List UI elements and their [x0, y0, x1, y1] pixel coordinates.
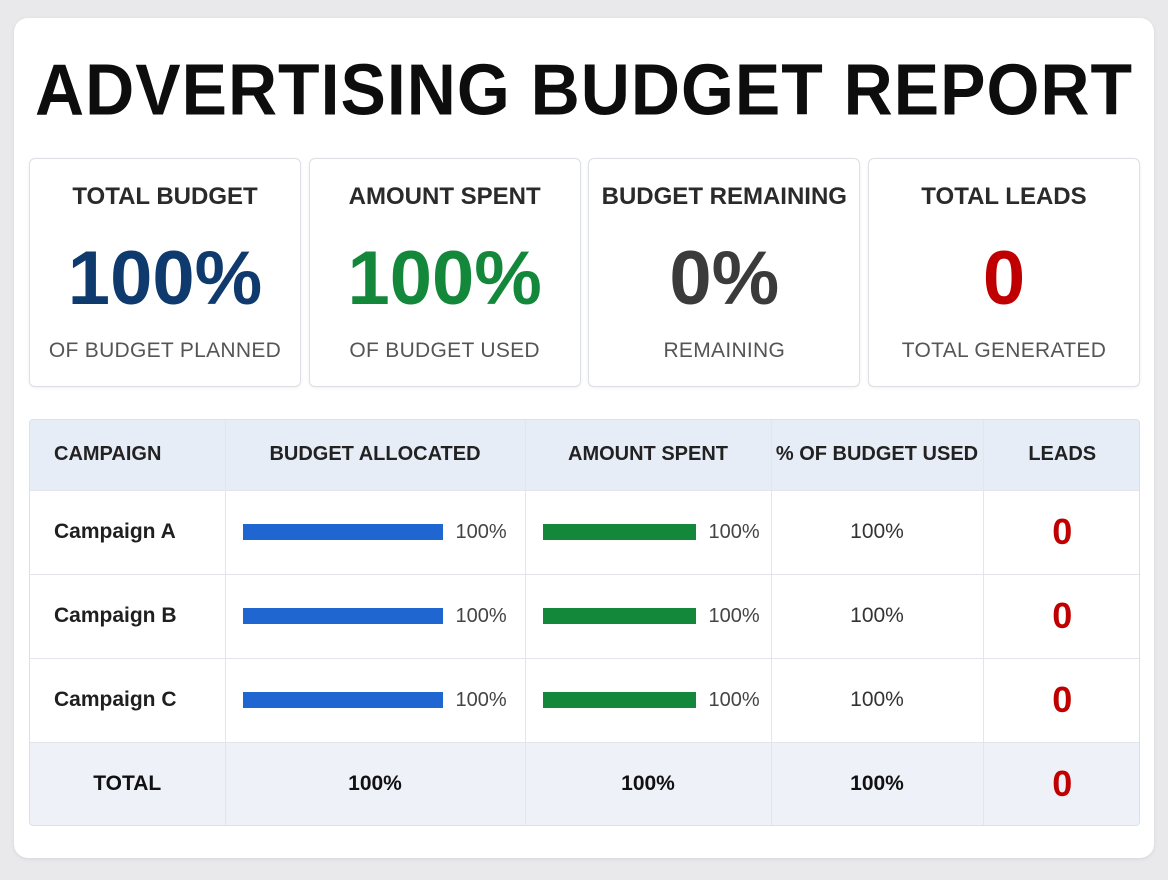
- column-header-leads: LEADS: [983, 420, 1139, 491]
- spent-bar-fill: [542, 692, 696, 708]
- spent-bar: [542, 608, 696, 624]
- leads-value: 0: [1052, 595, 1073, 636]
- card-value: 0%: [669, 236, 780, 321]
- campaign-name: Campaign B: [30, 574, 226, 659]
- kpi-cards: TOTAL BUDGET 100% OF BUDGET PLANNED AMOU…: [29, 158, 1140, 387]
- column-header-percent-used: % OF BUDGET USED: [771, 420, 984, 491]
- card-value: 100%: [67, 236, 263, 321]
- spent-bar: [542, 692, 696, 708]
- spent-bar-fill: [542, 524, 696, 540]
- column-header-budget-allocated: BUDGET ALLOCATED: [225, 420, 526, 491]
- percent-used: 100%: [771, 574, 984, 659]
- card-value: 0: [982, 236, 1026, 321]
- leads-cell: 0: [983, 574, 1139, 659]
- allocated-percent: 100%: [455, 604, 507, 627]
- card-label: BUDGET REMAINING: [601, 183, 847, 210]
- allocated-bar: [242, 524, 443, 540]
- allocated-bar: [242, 608, 443, 624]
- allocated-bar: [242, 692, 443, 708]
- campaign-name: Campaign C: [30, 658, 226, 743]
- leads-value: 0: [1052, 511, 1073, 552]
- report-title: ADVERTISING BUDGET REPORT: [35, 49, 1133, 131]
- allocated-cell: 100%: [225, 574, 526, 659]
- allocated-bar-fill: [242, 692, 443, 708]
- table-row: Campaign B 100%: [30, 574, 1139, 659]
- allocated-cell: 100%: [225, 658, 526, 743]
- total-allocated: 100%: [225, 742, 526, 825]
- column-header-campaign: CAMPAIGN: [30, 420, 226, 491]
- total-spent: 100%: [525, 742, 772, 825]
- spent-percent: 100%: [708, 520, 760, 543]
- spent-bar-fill: [542, 608, 696, 624]
- campaign-name: Campaign A: [30, 490, 226, 575]
- card-label: TOTAL BUDGET: [72, 183, 258, 210]
- leads-cell: 0: [983, 658, 1139, 743]
- spent-percent: 100%: [708, 688, 760, 711]
- card-budget-remaining: BUDGET REMAINING 0% REMAINING: [588, 158, 861, 387]
- leads-value: 0: [1052, 679, 1073, 720]
- total-leads-cell: 0: [983, 742, 1139, 825]
- allocated-bar-fill: [242, 524, 443, 540]
- campaign-table: CAMPAIGN BUDGET ALLOCATED AMOUNT SPENT %…: [29, 419, 1140, 826]
- spent-cell: 100%: [525, 574, 772, 659]
- allocated-cell: 100%: [225, 490, 526, 575]
- table-row: Campaign A 100%: [30, 490, 1139, 575]
- total-label: TOTAL: [30, 742, 226, 825]
- card-total-budget: TOTAL BUDGET 100% OF BUDGET PLANNED: [29, 158, 301, 387]
- table-row: Campaign C 100%: [30, 658, 1139, 743]
- spent-cell: 100%: [525, 658, 772, 743]
- allocated-bar-fill: [242, 608, 443, 624]
- card-label: AMOUNT SPENT: [348, 183, 541, 210]
- card-subtitle: TOTAL GENERATED: [901, 339, 1107, 362]
- percent-used: 100%: [771, 658, 984, 743]
- table-total-row: TOTAL 100% 100% 100% 0: [30, 742, 1139, 825]
- allocated-percent: 100%: [455, 520, 507, 543]
- card-value: 100%: [347, 236, 542, 321]
- table-header-row: CAMPAIGN BUDGET ALLOCATED AMOUNT SPENT %…: [30, 420, 1139, 491]
- column-header-amount-spent: AMOUNT SPENT: [525, 420, 772, 491]
- leads-cell: 0: [983, 490, 1139, 575]
- card-subtitle: REMAINING: [663, 339, 786, 362]
- spent-bar: [542, 524, 696, 540]
- card-subtitle: OF BUDGET PLANNED: [48, 339, 282, 362]
- spent-cell: 100%: [525, 490, 772, 575]
- total-leads-value: 0: [1052, 763, 1073, 805]
- report-sheet: ADVERTISING BUDGET REPORT TOTAL BUDGET 1…: [14, 18, 1154, 858]
- card-label: TOTAL LEADS: [921, 183, 1087, 210]
- total-percent-used: 100%: [771, 742, 984, 825]
- card-total-leads: TOTAL LEADS 0 TOTAL GENERATED: [867, 158, 1140, 387]
- percent-used: 100%: [771, 490, 984, 575]
- card-subtitle: OF BUDGET USED: [349, 339, 540, 362]
- allocated-percent: 100%: [455, 688, 507, 711]
- card-amount-spent: AMOUNT SPENT 100% OF BUDGET USED: [308, 158, 581, 387]
- spent-percent: 100%: [708, 604, 760, 627]
